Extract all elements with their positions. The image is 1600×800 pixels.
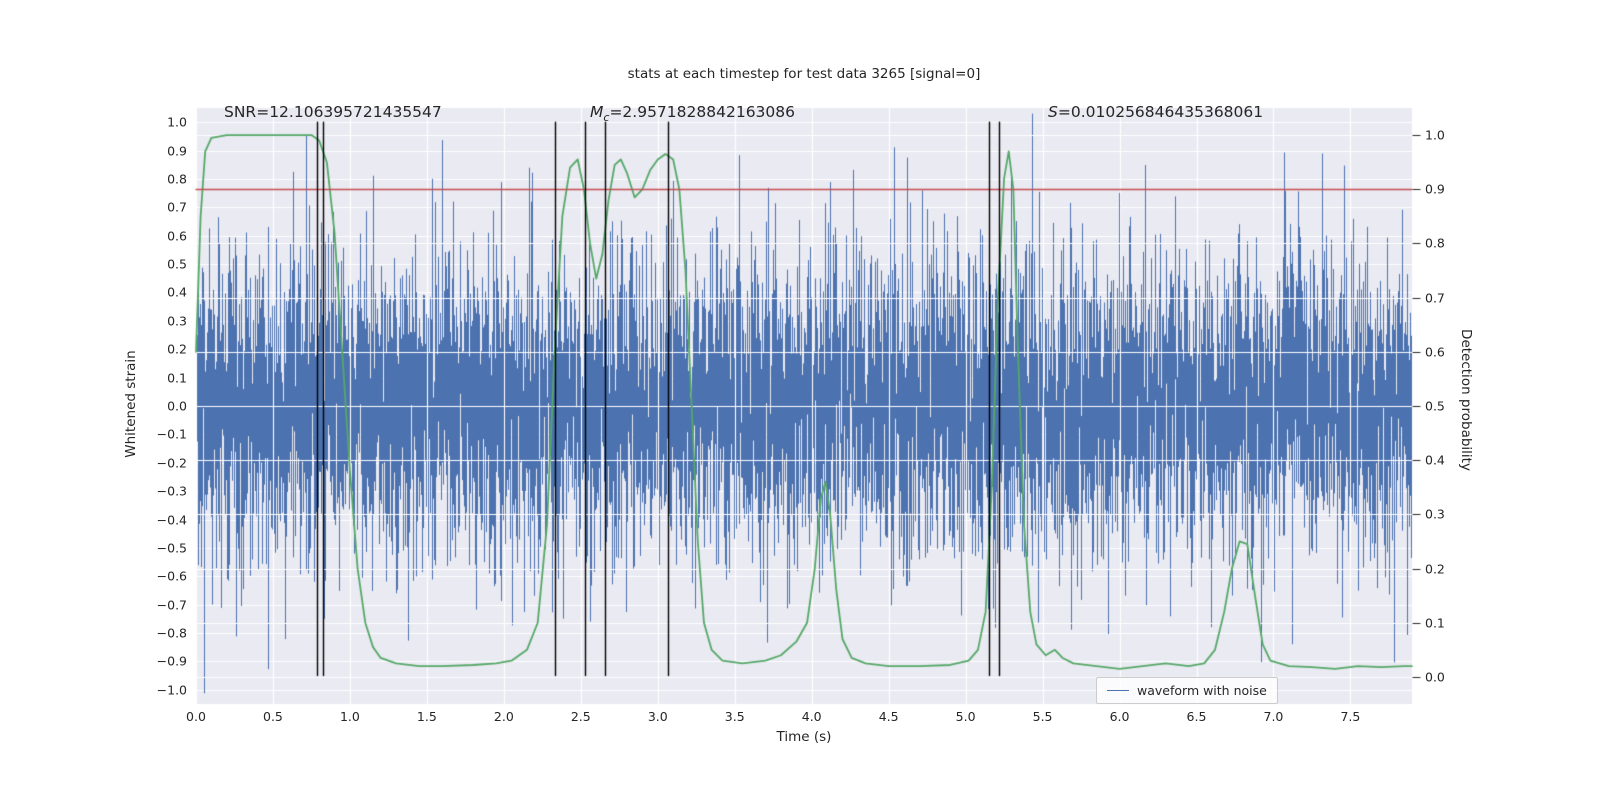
left-y-tick-label: 0.8 [167, 171, 187, 187]
annotation-snr-text: SNR=12.106395721435547 [224, 103, 442, 121]
x-tick-label: 6.5 [1186, 709, 1207, 724]
annotation-mc-value: =2.9571828842163086 [609, 103, 795, 121]
left-y-tick-label: −0.8 [156, 625, 187, 641]
x-axis-label: Time (s) [776, 729, 832, 745]
annotation-mc-symbol: M [590, 103, 604, 121]
annotation-s-value: =0.010256846435368061 [1057, 103, 1264, 121]
left-y-tick-label: −0.3 [156, 483, 187, 499]
x-tick-label: 4.0 [801, 709, 822, 724]
x-tick-label: 2.5 [570, 709, 591, 724]
left-y-tick-label: −1.0 [156, 682, 187, 698]
left-y-tick-label: 0.6 [167, 228, 187, 244]
left-y-tick-label: 0.5 [167, 256, 187, 272]
right-y-tick-label: 0.6 [1425, 344, 1445, 360]
x-tick-label: 0.5 [263, 709, 283, 724]
left-y-tick-label: 0.7 [167, 199, 187, 215]
x-tick-label: 0.0 [186, 709, 206, 724]
x-tick-label: 2.0 [493, 709, 514, 724]
x-tick-label: 3.0 [647, 709, 668, 724]
left-y-tick-label: −0.1 [156, 426, 187, 442]
left-y-tick-label: −0.7 [156, 597, 187, 613]
left-y-tick-label: 0.4 [167, 284, 187, 300]
left-y-tick-label: 0.9 [167, 143, 187, 159]
left-y-tick-label: −0.5 [156, 540, 187, 556]
right-y-tick-label: 0.9 [1425, 181, 1445, 197]
right-y-tick-label: 0.2 [1425, 561, 1445, 577]
left-y-tick-label: −0.4 [156, 512, 187, 528]
x-tick-label: 6.0 [1109, 709, 1130, 724]
right-y-tick-label: 0.1 [1425, 615, 1445, 631]
x-tick-label: 4.5 [878, 709, 899, 724]
x-tick-label: 1.5 [416, 709, 437, 724]
left-y-tick-label: −0.6 [156, 568, 187, 584]
right-y-tick-label: 0.7 [1425, 290, 1445, 306]
x-tick-label: 7.0 [1263, 709, 1284, 724]
x-tick-label: 1.0 [339, 709, 360, 724]
right-y-axis-label: Detection probability [1458, 329, 1474, 471]
annotation-chirp-mass: Mc=2.9571828842163086 [590, 103, 795, 124]
x-tick-label: 7.5 [1340, 709, 1361, 724]
x-tick-label: 5.5 [1032, 709, 1053, 724]
right-y-tick-label: 0.8 [1425, 235, 1445, 251]
chart-title: stats at each timestep for test data 326… [627, 66, 981, 82]
left-y-tick-label: 0.0 [167, 398, 187, 414]
annotation-mc-subscript: c [603, 111, 610, 125]
left-y-tick-label: −0.9 [156, 653, 187, 669]
right-y-tick-label: 1.0 [1425, 127, 1445, 143]
right-y-tick-label: 0.5 [1425, 398, 1445, 414]
legend: waveform with noise [1096, 677, 1278, 704]
annotation-snr: SNR=12.106395721435547 [224, 103, 442, 121]
right-y-tick-label: 0.0 [1425, 669, 1445, 685]
left-y-tick-label: 0.2 [167, 341, 187, 357]
left-y-tick-label: 0.3 [167, 313, 187, 329]
annotation-s-symbol: S [1048, 103, 1058, 121]
right-y-tick-label: 0.3 [1425, 506, 1445, 522]
left-y-tick-label: 1.0 [167, 114, 187, 130]
x-tick-label: 3.5 [724, 709, 745, 724]
x-tick-label: 5.0 [955, 709, 976, 724]
right-y-tick-label: 0.4 [1425, 452, 1445, 468]
left-y-tick-label: −0.2 [156, 455, 187, 471]
legend-label: waveform with noise [1137, 683, 1267, 698]
left-y-axis-label: Whitened strain [123, 350, 139, 458]
left-y-tick-label: 0.1 [167, 370, 187, 386]
annotation-s-stat: S=0.010256846435368061 [1048, 103, 1263, 121]
legend-line-sample [1107, 690, 1129, 691]
